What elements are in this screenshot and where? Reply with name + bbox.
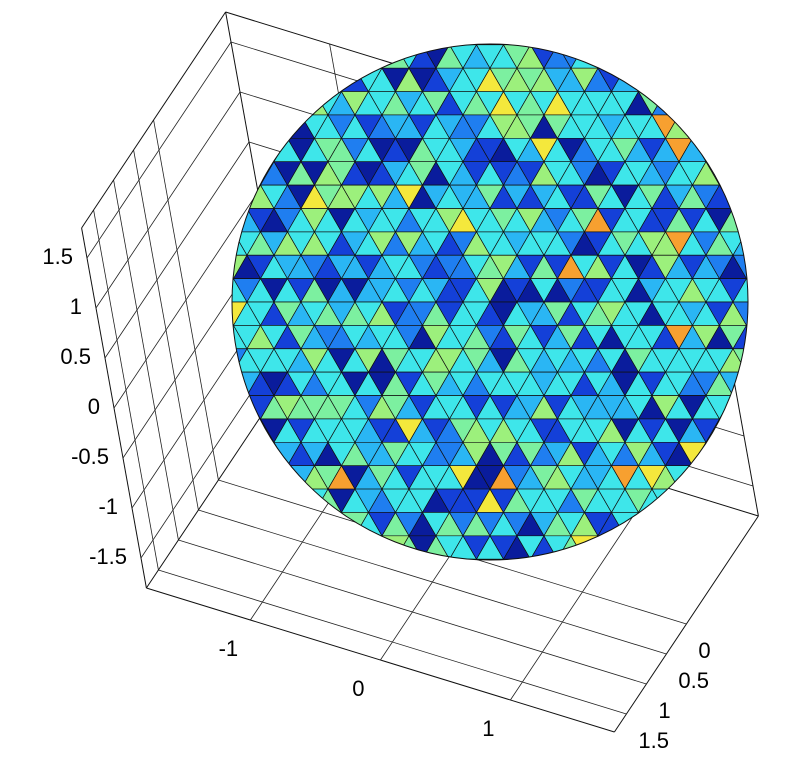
mesh-face: [354, 535, 383, 560]
mesh-face: [381, 44, 410, 69]
z-tick-label: 0.5: [60, 344, 91, 369]
mesh-face: [516, 44, 545, 46]
mesh-face: [718, 161, 748, 186]
mesh-face: [556, 44, 586, 46]
mesh-face: [664, 91, 694, 116]
mesh-face: [597, 44, 626, 69]
mesh-face: [475, 558, 505, 560]
grid-line: [158, 569, 627, 715]
mesh-face: [286, 91, 316, 116]
z-tick-label: -1.5: [89, 544, 127, 569]
z-tick-label: 0: [88, 394, 100, 419]
mesh-face: [232, 254, 235, 279]
grid-line: [113, 191, 259, 409]
mesh-face: [300, 488, 329, 514]
axis-edge: [613, 515, 759, 733]
axis-edge: [81, 227, 147, 589]
grid-line: [95, 91, 241, 309]
mesh-face: [691, 114, 721, 139]
mesh-face: [502, 558, 532, 560]
mesh-face: [286, 488, 316, 513]
grid-line: [86, 41, 232, 259]
mesh-face: [232, 301, 235, 326]
sphere-surface: [232, 44, 748, 560]
mesh-face: [502, 44, 532, 46]
mesh-face: [705, 137, 734, 163]
grid-line: [104, 141, 250, 359]
y-tick-label: 1: [658, 698, 670, 723]
grid-line: [198, 509, 667, 655]
mesh-face: [462, 44, 491, 46]
mesh-face: [651, 488, 680, 514]
z-tick-label: 1: [70, 294, 82, 319]
y-tick-label: 0.5: [678, 668, 709, 693]
mesh-face: [232, 184, 248, 209]
z-tick-label: 1.5: [42, 244, 73, 269]
mesh-face: [232, 348, 235, 373]
mesh-face: [745, 231, 748, 256]
axis-edge: [146, 587, 615, 733]
y-tick-label: 0: [698, 638, 710, 663]
mesh-face: [691, 465, 721, 490]
y-tick-label: 1.5: [638, 728, 669, 753]
mesh-face: [448, 558, 478, 560]
mesh-face: [394, 558, 424, 560]
mesh-face: [421, 44, 451, 46]
mesh-face: [745, 325, 748, 350]
mesh-face: [246, 441, 275, 467]
mesh-face: [664, 488, 694, 513]
mesh-face: [745, 254, 748, 279]
mesh-face: [651, 90, 680, 116]
mesh-face: [246, 137, 275, 163]
mesh-face: [637, 512, 667, 537]
mesh-face: [232, 395, 248, 420]
mesh-face: [570, 535, 599, 560]
mesh-face: [529, 558, 559, 560]
mesh-face: [300, 90, 329, 116]
mesh-face: [259, 465, 289, 490]
mesh-face: [570, 44, 599, 69]
mesh-face: [637, 67, 667, 92]
x-tick-label: 1: [482, 716, 494, 741]
mesh-face: [732, 301, 748, 327]
mesh-face: [259, 114, 289, 139]
x-tick-label: 0: [352, 676, 364, 701]
mesh-face: [448, 44, 478, 46]
axis-edge: [81, 11, 227, 229]
mesh-face: [475, 44, 505, 46]
mesh-face: [529, 44, 559, 46]
sphere-outline: [231, 43, 749, 561]
mesh-face: [718, 418, 748, 443]
mesh-face: [489, 44, 518, 46]
mesh-face: [732, 184, 748, 209]
mesh-face: [232, 325, 235, 350]
mesh-face: [556, 558, 586, 560]
mesh-face: [313, 512, 343, 537]
grid-line: [178, 539, 647, 685]
mesh-face: [745, 278, 748, 303]
mesh-face: [745, 348, 748, 373]
mesh-face: [597, 535, 626, 560]
z-tick-label: -0.5: [71, 444, 109, 469]
x-tick-label: -1: [219, 636, 239, 661]
mesh-face: [381, 535, 410, 560]
mesh-face: [705, 441, 734, 467]
z-tick-label: -1: [98, 494, 118, 519]
mesh-face: [435, 44, 464, 46]
mesh-face: [394, 44, 424, 46]
mesh-face: [745, 301, 748, 326]
